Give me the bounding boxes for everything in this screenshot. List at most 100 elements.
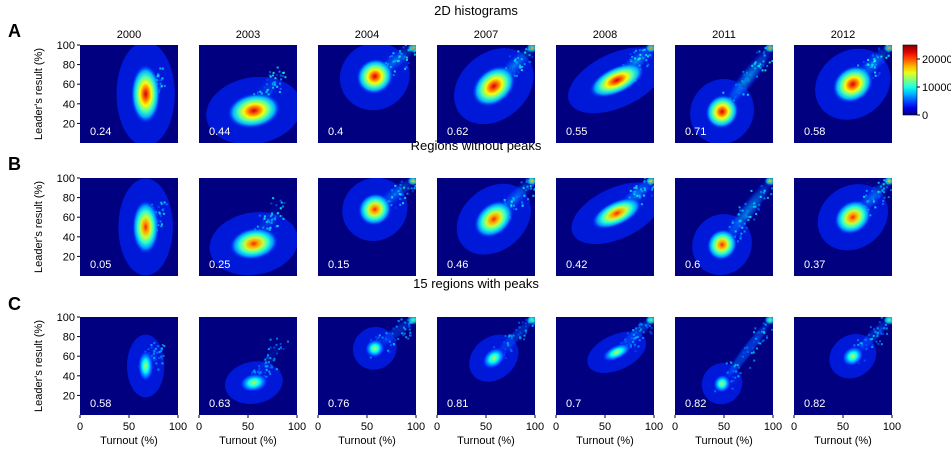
density-speck [745, 71, 748, 74]
density-speck [638, 194, 641, 197]
y-tick-label: 20 [63, 390, 75, 402]
density-speck [863, 195, 866, 198]
density-speck [763, 189, 766, 192]
density-speck [743, 347, 746, 350]
heatmap-panel-2008: 0.55 [556, 45, 654, 143]
panel-letter-B: B [8, 154, 21, 174]
heatmap-panel-2007: 0.81 [437, 316, 544, 415]
density-speck [883, 196, 886, 199]
density-cluster [357, 192, 392, 226]
density-speck [523, 338, 526, 341]
density-speck [643, 181, 646, 184]
density-speck [272, 197, 275, 200]
density-cluster [472, 65, 516, 107]
density-speck [392, 327, 395, 330]
density-speck [156, 345, 159, 348]
density-speck [273, 346, 276, 349]
peak-cluster [526, 178, 535, 186]
density-speck [529, 60, 532, 63]
density-speck [510, 200, 513, 203]
x-axis-label: Turnout (%) [814, 435, 872, 447]
density-speck [636, 194, 639, 197]
x-tick-label: 100 [883, 421, 901, 433]
density-speck [632, 340, 635, 343]
row-title: 15 regions with peaks [413, 276, 539, 291]
density-speck [402, 334, 405, 337]
density-speck [634, 190, 637, 193]
density-speck [515, 61, 518, 64]
density-speck [895, 49, 897, 51]
heatmap-panel-2003: 0.44 [199, 45, 297, 143]
density-speck [629, 189, 632, 192]
y-tick-label: 40 [63, 99, 75, 111]
density-speck [516, 196, 519, 199]
density-cluster [832, 65, 874, 104]
density-speck [401, 332, 404, 335]
density-speck [269, 222, 272, 225]
density-speck [776, 53, 778, 55]
density-speck [275, 225, 278, 228]
density-speck [882, 199, 885, 202]
density-speck [542, 316, 544, 318]
density-speck [650, 188, 653, 191]
density-speck [762, 191, 765, 194]
density-speck [263, 217, 266, 220]
density-speck [741, 78, 744, 81]
density-speck [161, 67, 164, 70]
density-speck [731, 219, 734, 222]
density-speck [739, 235, 742, 238]
y-tick-label: 60 [63, 212, 75, 224]
density-speck [893, 313, 895, 315]
density-speck [660, 182, 662, 184]
density-speck [654, 311, 656, 313]
density-speck [388, 197, 391, 200]
correlation-label: 0.4 [328, 126, 343, 138]
density-speck [279, 342, 282, 345]
density-speck [538, 186, 540, 188]
density-speck [397, 56, 400, 59]
correlation-label: 0.44 [209, 126, 230, 138]
density-speck [389, 344, 392, 347]
x-axis-label: Turnout (%) [338, 435, 396, 447]
density-speck [524, 322, 527, 325]
density-speck [517, 333, 520, 336]
y-axis-label: Leader's result (%) [33, 48, 45, 140]
density-speck [874, 59, 877, 62]
density-speck [647, 55, 650, 58]
density-speck [762, 327, 765, 330]
density-speck [761, 69, 764, 72]
density-speck [870, 65, 873, 68]
density-speck [766, 196, 769, 199]
x-tick-label: 0 [672, 421, 678, 433]
density-speck [650, 314, 652, 316]
density-speck [381, 336, 384, 339]
density-speck [523, 63, 526, 66]
y-tick-label: 20 [63, 118, 75, 130]
density-speck [407, 337, 410, 340]
density-speck [741, 355, 744, 358]
density-speck [394, 339, 397, 342]
density-speck [385, 338, 388, 341]
density-speck [895, 40, 897, 42]
density-speck [273, 359, 276, 362]
panel-letter-A: A [8, 21, 21, 41]
density-speck [283, 202, 286, 205]
density-speck [634, 336, 637, 339]
peak-cluster [526, 45, 535, 53]
density-speck [871, 62, 874, 65]
x-tick-label: 50 [123, 421, 135, 433]
density-speck [746, 93, 749, 96]
density-speck [635, 49, 638, 52]
density-speck [534, 173, 536, 175]
peak-cluster [645, 317, 654, 325]
density-speck [160, 201, 163, 204]
density-speck [263, 86, 266, 89]
density-cluster [481, 346, 506, 370]
density-speck [268, 74, 271, 77]
density-speck [391, 189, 394, 192]
density-speck [266, 88, 269, 91]
density-speck [377, 336, 380, 339]
density-speck [756, 336, 759, 339]
density-cluster [137, 349, 154, 383]
density-speck [647, 63, 650, 66]
